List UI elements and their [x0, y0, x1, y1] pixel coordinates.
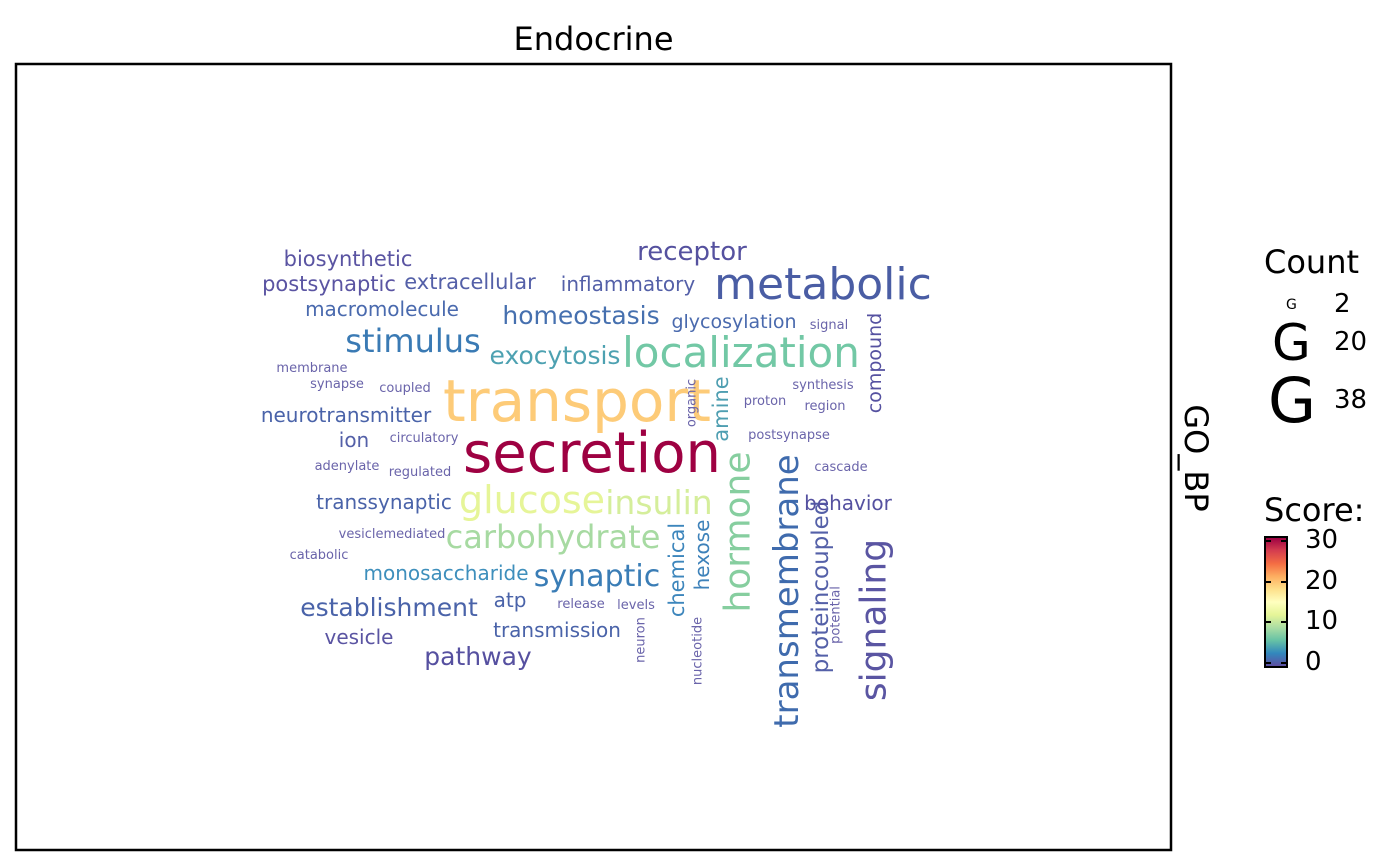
facet-strip-label: GO_BP: [1177, 404, 1215, 511]
word-transmembrane: transmembrane: [767, 454, 807, 727]
word-chemical: chemical: [665, 523, 689, 617]
size-legend-label: 20: [1334, 327, 1368, 357]
word-establishment: establishment: [300, 593, 478, 622]
word-behavior: behavior: [804, 491, 893, 515]
word-amine: amine: [709, 376, 733, 441]
color-legend-title: Score:: [1264, 491, 1365, 529]
word-membrane: membrane: [276, 361, 347, 376]
word-localization: localization: [622, 328, 860, 377]
color-legend-tick: [1266, 621, 1271, 624]
word-neuron: neuron: [634, 617, 649, 663]
word-organic: organic: [685, 379, 700, 427]
size-legend-glyph: G: [1268, 364, 1317, 437]
word-release: release: [557, 597, 604, 612]
color-legend-tick: [1281, 580, 1286, 583]
word-transmission: transmission: [493, 618, 621, 642]
word-glycosylation: glycosylation: [671, 311, 796, 333]
word-glucose: glucose: [459, 478, 605, 522]
word-levels: levels: [617, 598, 655, 613]
word-transsynaptic: transsynaptic: [316, 490, 452, 514]
word-monosaccharide: monosaccharide: [363, 561, 528, 585]
color-legend-tick: [1281, 662, 1286, 664]
word-biosynthetic: biosynthetic: [284, 247, 413, 271]
size-legend-glyph: G: [1272, 314, 1311, 372]
word-exocytosis: exocytosis: [490, 341, 621, 370]
word-pathway: pathway: [424, 642, 532, 671]
word-coupled: coupled: [379, 381, 430, 396]
color-legend-tick: [1281, 621, 1286, 624]
word-proteincoupled: proteincoupled: [808, 501, 834, 674]
word-regulated: regulated: [389, 465, 451, 480]
word-receptor: receptor: [637, 237, 747, 267]
color-legend-tick: [1266, 662, 1271, 664]
word-neurotransmitter: neurotransmitter: [261, 403, 432, 427]
word-atp: atp: [494, 588, 527, 612]
word-transport: transport: [443, 367, 711, 435]
word-postsynapse: postsynapse: [748, 428, 830, 443]
color-legend-bar: [1264, 536, 1288, 668]
word-stimulus: stimulus: [345, 322, 480, 360]
word-inflammatory: inflammatory: [561, 272, 696, 296]
word-carbohydrate: carbohydrate: [446, 518, 661, 556]
word-insulin: insulin: [605, 483, 712, 522]
word-hexose: hexose: [690, 520, 714, 591]
chart-title: Endocrine: [513, 20, 674, 58]
size-legend-label: 38: [1334, 385, 1368, 415]
color-legend-tick: [1266, 580, 1271, 583]
word-signaling: signaling: [854, 539, 895, 701]
size-legend-label: 2: [1334, 289, 1351, 319]
word-synaptic: synaptic: [534, 559, 660, 594]
word-circulatory: circulatory: [390, 431, 459, 446]
word-postsynaptic: postsynaptic: [262, 272, 396, 296]
word-cascade: cascade: [814, 460, 867, 475]
word-ion: ion: [339, 428, 369, 452]
word-synapse: synapse: [310, 377, 364, 392]
color-legend-tick-label: 0: [1305, 647, 1322, 677]
word-extracellular: extracellular: [404, 270, 536, 294]
color-legend-tick: [1266, 540, 1271, 542]
size-legend-glyph: G: [1286, 297, 1297, 313]
word-macromolecule: macromolecule: [305, 297, 459, 321]
color-legend-tick-label: 10: [1305, 606, 1339, 637]
word-region: region: [804, 399, 845, 414]
color-legend-tick: [1281, 540, 1286, 542]
size-legend-title: Count: [1264, 243, 1360, 281]
word-adenylate: adenylate: [315, 459, 380, 474]
word-nucleotide: nucleotide: [691, 617, 706, 685]
word-potential: potential: [829, 586, 844, 644]
panel-border: [14, 62, 1173, 852]
color-legend-tick-label: 30: [1305, 525, 1339, 555]
word-secretion: secretion: [463, 421, 721, 486]
word-compound: compound: [864, 313, 886, 413]
words-layer: secretiontransportmetaboliclocalizationg…: [261, 237, 932, 728]
color-legend-tick-label: 20: [1305, 565, 1339, 596]
word-proton: proton: [744, 394, 787, 409]
word-metabolic: metabolic: [714, 259, 932, 310]
word-catabolic: catabolic: [290, 548, 349, 563]
word-synthesis: synthesis: [792, 378, 853, 393]
word-vesiclemediated: vesiclemediated: [339, 527, 446, 542]
word-vesicle: vesicle: [325, 625, 394, 649]
word-homeostasis: homeostasis: [502, 301, 659, 330]
word-hormone: hormone: [718, 451, 759, 612]
word-signal: signal: [810, 318, 848, 333]
